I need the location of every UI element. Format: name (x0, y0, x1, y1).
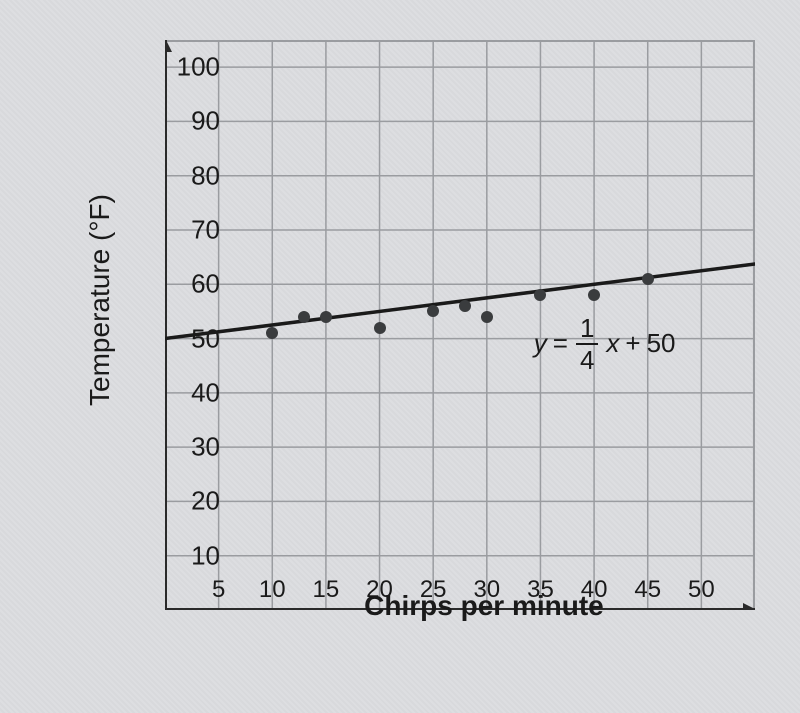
y-tick: 20 (165, 486, 220, 517)
eq-const: 50 (647, 328, 676, 359)
x-axis-label: Chirps per minute (364, 590, 604, 622)
y-tick: 90 (165, 106, 220, 137)
y-tick: 50 (165, 323, 220, 354)
trendline-equation: y = 1 4 x + 50 (534, 315, 676, 373)
data-point (588, 289, 600, 301)
data-point (427, 305, 439, 317)
eq-fraction: 1 4 (576, 315, 598, 373)
y-tick: 100 (165, 52, 220, 83)
data-point (481, 311, 493, 323)
data-point (266, 327, 278, 339)
plot-area: y = 1 4 x + 50 10 20 30 40 50 60 70 80 90 100 5 10… (165, 40, 755, 610)
y-axis-label: Temperature (°F) (84, 194, 116, 406)
data-point (320, 311, 332, 323)
x-tick: 15 (313, 576, 340, 604)
y-tick: 30 (165, 432, 220, 463)
eq-equals: = (553, 328, 568, 359)
data-point (642, 273, 654, 285)
x-tick: 45 (634, 576, 661, 604)
y-tick: 80 (165, 160, 220, 191)
x-tick: 50 (688, 576, 715, 604)
eq-plus: + (625, 328, 640, 359)
chart-container: y = 1 4 x + 50 10 20 30 40 50 60 70 80 90 100 5 10… (70, 40, 770, 680)
x-tick: 5 (212, 576, 225, 604)
eq-frac-den: 4 (580, 345, 594, 373)
eq-rhs-var: x (606, 328, 619, 359)
eq-lhs: y (534, 328, 547, 359)
data-point (534, 289, 546, 301)
y-tick: 10 (165, 540, 220, 571)
data-point (298, 311, 310, 323)
eq-frac-num: 1 (576, 315, 598, 345)
data-point (374, 322, 386, 334)
y-tick: 60 (165, 269, 220, 300)
y-tick: 40 (165, 377, 220, 408)
x-tick: 10 (259, 576, 286, 604)
data-point (459, 300, 471, 312)
y-tick: 70 (165, 215, 220, 246)
